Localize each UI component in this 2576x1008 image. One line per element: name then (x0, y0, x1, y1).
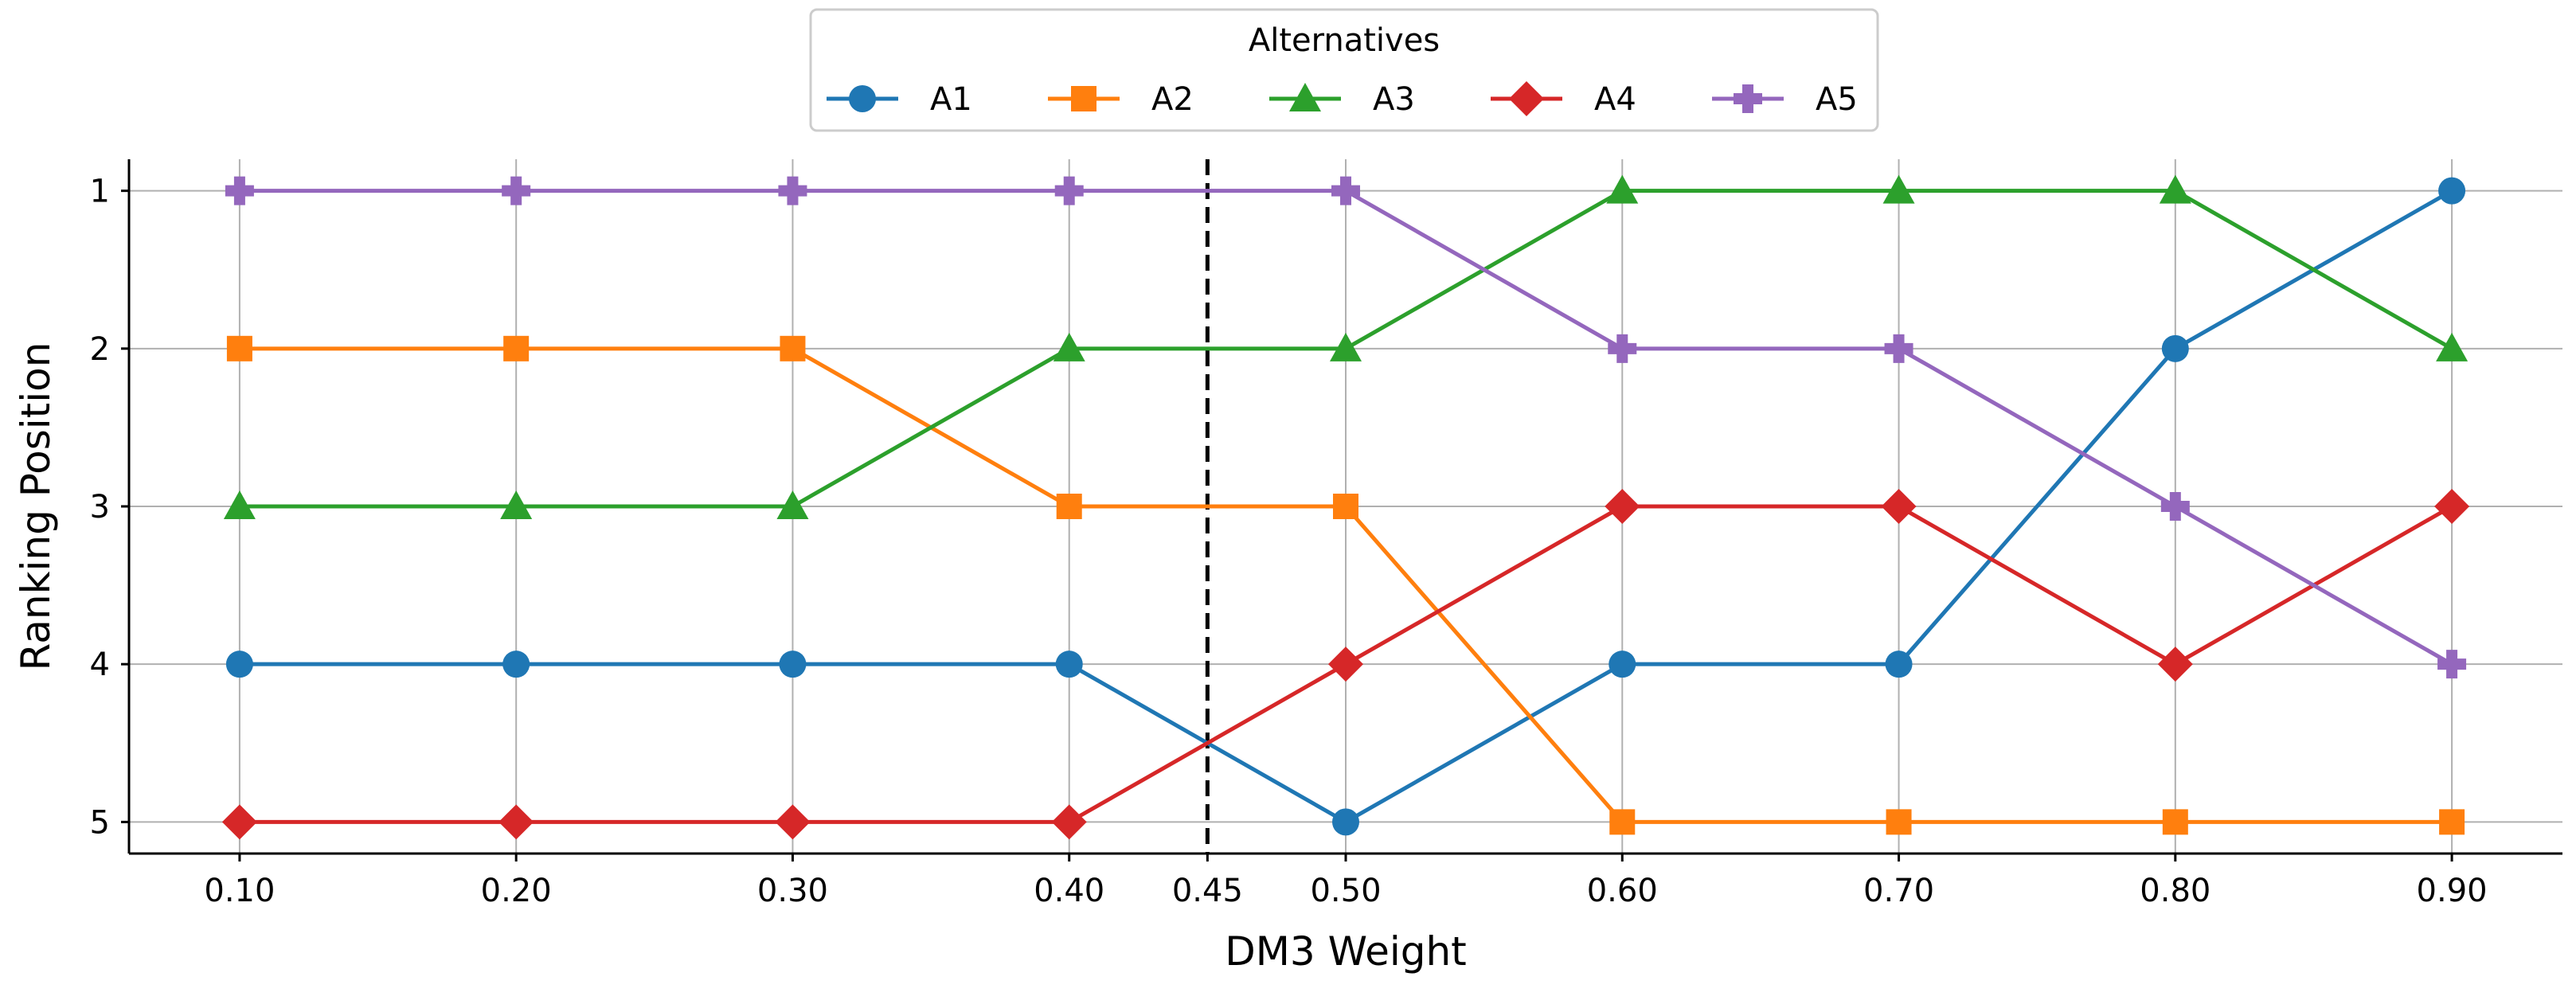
data-point-a5 (1331, 176, 1360, 205)
legend-marker (1509, 81, 1544, 116)
x-tick-label: 0.80 (2140, 873, 2211, 909)
data-point-a4 (1881, 489, 1917, 524)
data-point-a1 (1055, 651, 1083, 678)
data-point-a3 (2436, 332, 2469, 361)
data-point-a5 (2437, 650, 2467, 679)
data-point-a3 (1053, 332, 1085, 361)
series-a3 (223, 174, 2469, 519)
data-point-a5 (225, 176, 254, 205)
data-point-a2 (1609, 809, 1636, 835)
data-point-a5 (1884, 334, 1913, 363)
data-point-a2 (1886, 809, 1912, 835)
x-tick-label: 0.20 (481, 873, 552, 909)
data-point-a1 (502, 651, 530, 678)
y-tick-label: 2 (90, 331, 110, 368)
data-point-a4 (1328, 647, 1363, 682)
data-point-a4 (2157, 647, 2193, 682)
data-point-a3 (1330, 332, 1362, 361)
legend-entry-a3: A3 (1269, 81, 1415, 118)
data-point-a3 (223, 490, 256, 519)
data-point-a4 (1605, 489, 1640, 524)
series-a4 (221, 489, 2470, 840)
data-point-a3 (500, 490, 533, 519)
legend-label: A1 (930, 81, 972, 118)
axes: 0.10 0.20 0.30 0.40 0.45 0.50 0.60 0.70 0.80 0.90… (90, 159, 2562, 909)
data-point-a3 (776, 490, 809, 519)
series-a5 (225, 176, 2467, 679)
data-point-a2 (2439, 809, 2465, 835)
legend-marker (849, 85, 876, 112)
legend-marker (1734, 84, 1762, 113)
data-point-a1 (2161, 334, 2189, 362)
x-axis-title: DM3 Weight (1225, 928, 1467, 975)
data-point-a2 (780, 335, 806, 361)
legend-label: A2 (1151, 81, 1194, 118)
x-tick-label: 0.45 (1172, 873, 1243, 909)
x-tick-label: 0.70 (1863, 873, 1934, 909)
data-point-a3 (1882, 174, 1915, 204)
legend-label: A3 (1373, 81, 1415, 118)
series-group (221, 174, 2470, 840)
data-point-a1 (1332, 808, 1359, 836)
legend-marker (1071, 86, 1096, 111)
legend-label: A5 (1816, 81, 1858, 118)
x-tick-label: 0.40 (1034, 873, 1104, 909)
data-point-a4 (775, 804, 811, 840)
x-tick-label: 0.10 (204, 873, 275, 909)
y-tick-label: 5 (90, 804, 110, 841)
data-point-a3 (2159, 174, 2191, 204)
y-tick-label: 3 (90, 489, 110, 525)
data-point-a2 (226, 335, 252, 361)
data-point-a1 (2438, 177, 2466, 205)
data-point-a2 (1333, 494, 1358, 519)
data-point-a4 (221, 804, 257, 840)
series-a2 (226, 335, 2465, 835)
data-point-a5 (1054, 176, 1084, 205)
data-point-a4 (1051, 804, 1087, 840)
data-point-a4 (498, 804, 534, 840)
x-tick-label: 0.60 (1587, 873, 1658, 909)
legend-entry-a2: A2 (1048, 81, 1194, 118)
data-point-a2 (2162, 809, 2188, 835)
data-point-a3 (1606, 174, 1639, 204)
data-point-a2 (1056, 494, 1082, 519)
data-point-a5 (1608, 334, 1637, 363)
legend-entry-a4: A4 (1491, 81, 1636, 118)
y-tick-label: 4 (90, 647, 110, 683)
data-point-a5 (502, 176, 531, 205)
data-point-a2 (503, 335, 530, 361)
y-axis-title: Ranking Position (13, 342, 59, 671)
x-tick-label: 0.30 (757, 873, 828, 909)
data-point-a1 (225, 651, 253, 678)
data-point-a5 (2160, 492, 2190, 521)
legend-label: A4 (1594, 81, 1636, 118)
y-tick-label: 1 (90, 174, 110, 210)
data-point-a4 (2434, 489, 2470, 524)
x-tick-label: 0.50 (1310, 873, 1381, 909)
legend: Alternatives A1 A2 A3 A4 A5 (809, 8, 1879, 132)
x-tick-label: 0.90 (2417, 873, 2488, 909)
legend-marker (1289, 83, 1321, 111)
data-point-a1 (1609, 651, 1636, 678)
data-point-a1 (779, 651, 807, 678)
legend-title: Alternatives (1249, 22, 1440, 59)
legend-entry-a5: A5 (1712, 81, 1858, 118)
data-point-a1 (1885, 651, 1913, 678)
legend-entry-a1: A1 (827, 81, 972, 118)
data-point-a5 (778, 176, 807, 205)
